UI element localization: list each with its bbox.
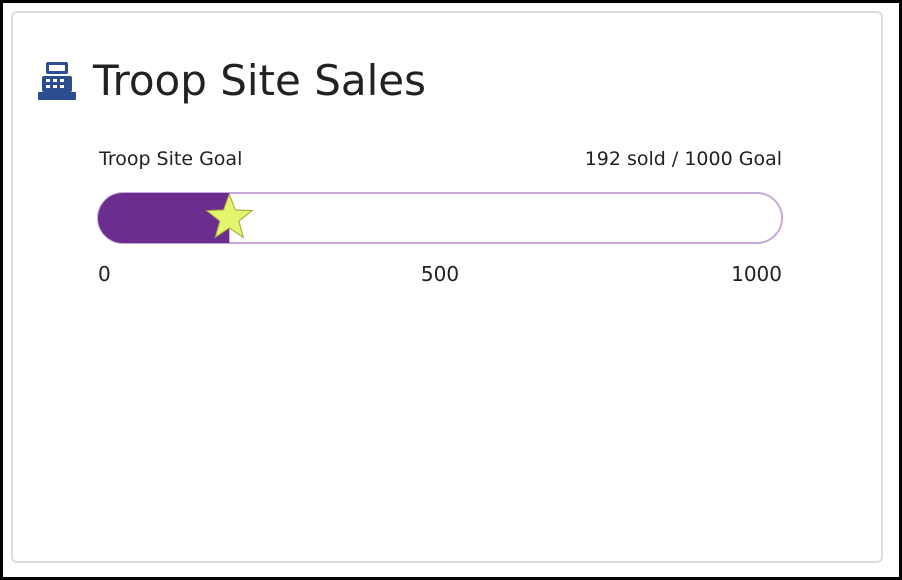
- register-icon: [38, 62, 76, 100]
- goal-label: Troop Site Goal: [98, 148, 242, 170]
- tick-label: 500: [421, 262, 459, 286]
- progress-star: [205, 192, 254, 239]
- status-text: 192 sold / 1000 Goal: [585, 148, 782, 170]
- progress-fill: [98, 193, 230, 243]
- card: [11, 11, 883, 563]
- tick-label: 0: [98, 262, 111, 286]
- tick-label: 1000: [731, 262, 782, 286]
- title: Troop Site Sales: [92, 56, 426, 105]
